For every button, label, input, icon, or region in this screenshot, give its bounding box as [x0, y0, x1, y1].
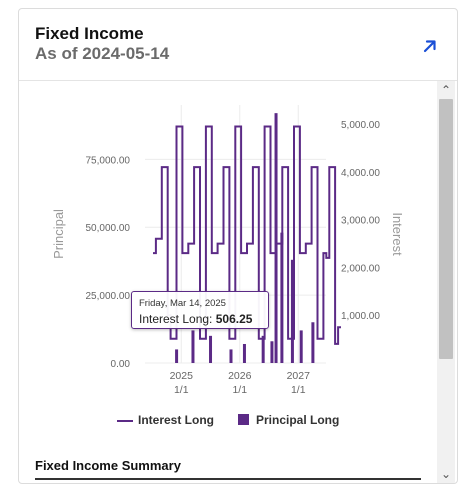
tooltip-value: Interest Long: 506.25 — [139, 312, 252, 326]
principal-bar — [280, 232, 284, 363]
x-axis-tick-sub: 1/1 — [291, 384, 306, 396]
left-axis-tick: 25,000.00 — [86, 291, 131, 302]
x-axis-tick: 2026 — [228, 370, 252, 382]
principal-bar — [191, 330, 195, 363]
legend-bar-swatch — [238, 414, 249, 425]
legend-line-swatch — [117, 420, 133, 422]
x-axis-tick-sub: 1/1 — [174, 384, 189, 396]
right-axis-tick: 3,000.00 — [341, 216, 380, 227]
tooltip-series-value: 506.25 — [215, 312, 253, 326]
left-axis-tick: 75,000.00 — [86, 155, 131, 166]
principal-bar — [274, 113, 278, 363]
principal-bar — [229, 349, 233, 363]
fixed-income-card: Fixed Income As of 2024-05-14 0.00 25,000… — [18, 8, 458, 484]
card-body: 0.00 25,000.00 50,000.00 75,000.00 1,000.00… — [19, 81, 437, 483]
chevron-down-icon[interactable]: ⌄ — [440, 467, 452, 481]
fixed-income-chart: 0.00 25,000.00 50,000.00 75,000.00 1,000.00… — [51, 105, 405, 396]
left-axis-label: Principal — [51, 209, 66, 259]
card-header: Fixed Income As of 2024-05-14 — [19, 9, 457, 81]
legend-label-interest: Interest Long — [138, 413, 215, 427]
principal-bar — [261, 335, 265, 363]
principal-bar — [290, 259, 294, 363]
card-title: Fixed Income — [35, 24, 144, 43]
right-axis-label: Interest — [390, 212, 405, 256]
fixed-income-summary-heading: Fixed Income Summary — [35, 458, 181, 473]
right-axis-tick: 4,000.00 — [341, 168, 380, 179]
x-axis-tick-sub: 1/1 — [232, 384, 247, 396]
principal-bar — [175, 349, 179, 363]
interest-long-line — [153, 125, 341, 345]
legend-label-principal: Principal Long — [256, 413, 340, 427]
principal-bar — [270, 341, 274, 363]
chevron-up-icon[interactable]: ⌃ — [440, 83, 452, 97]
arrow-up-right-icon[interactable] — [421, 37, 439, 55]
right-axis-tick: 1,000.00 — [341, 311, 380, 322]
tooltip-date: Friday, Mar 14, 2025 — [139, 298, 226, 309]
tooltip-series-label: Interest Long: — [139, 312, 213, 326]
right-axis-tick: 5,000.00 — [341, 120, 380, 131]
x-axis-tick: 2027 — [287, 370, 311, 382]
principal-bar — [242, 343, 246, 363]
left-axis-tick: 50,000.00 — [86, 223, 131, 234]
vertical-scrollbar[interactable]: ⌃ ⌄ — [437, 81, 455, 483]
summary-divider — [35, 478, 421, 480]
scrollbar-thumb[interactable] — [439, 99, 453, 359]
principal-bar — [299, 330, 303, 363]
chart-tooltip: Friday, Mar 14, 2025 Interest Long: 506.… — [131, 291, 269, 329]
as-of-date: As of 2024-05-14 — [35, 44, 170, 63]
left-axis-tick: 0.00 — [111, 359, 131, 370]
principal-bar — [209, 335, 213, 363]
principal-bar — [311, 322, 315, 363]
x-axis-tick: 2025 — [170, 370, 194, 382]
right-axis-tick: 2,000.00 — [341, 263, 380, 274]
